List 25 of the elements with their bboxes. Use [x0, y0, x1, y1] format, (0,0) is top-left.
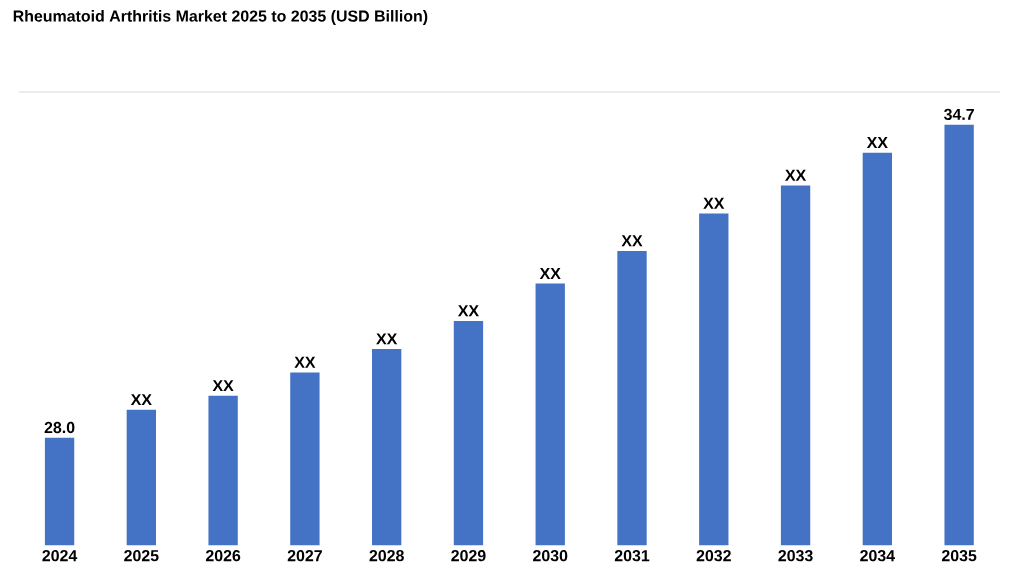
data-label: XX: [785, 169, 807, 181]
x-tick-label: 2034: [860, 550, 895, 562]
x-tick-label: 2031: [614, 550, 650, 562]
x-tick-label: 2035: [941, 550, 977, 562]
data-label: XX: [212, 380, 234, 392]
data-label: XX: [866, 137, 888, 149]
data-label: XX: [294, 356, 316, 368]
data-label: XX: [703, 197, 725, 209]
data-label: 28.0: [44, 421, 75, 434]
x-tick-label: 2030: [533, 550, 568, 562]
data-label: 34.7: [943, 108, 974, 121]
data-label: XX: [130, 394, 152, 406]
data-label: XX: [539, 267, 561, 279]
data-label: XX: [621, 235, 643, 247]
x-tick-label: 2028: [369, 550, 404, 562]
data-label: XX: [376, 333, 398, 345]
data-label: XX: [457, 305, 479, 317]
x-tick-label: 2025: [124, 550, 159, 562]
x-tick-label: 2024: [42, 550, 78, 562]
x-tick-label: 2029: [451, 550, 486, 562]
chart-title: Rheumatoid Arthritis Market 2025 to 2035 (USD Billion): [13, 10, 428, 25]
x-tick-label: 2027: [287, 550, 322, 562]
x-tick-label: 2026: [205, 550, 241, 562]
x-tick-label: 2032: [696, 550, 731, 562]
x-tick-label: 2033: [778, 550, 813, 562]
